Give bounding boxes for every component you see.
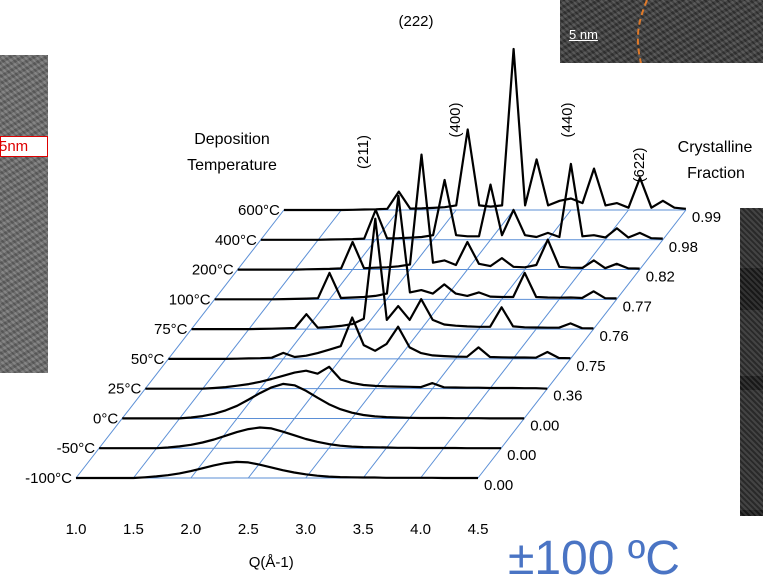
peak-label: (622) xyxy=(631,147,648,182)
top-tem-image xyxy=(560,0,763,63)
fraction-label: 0.00 xyxy=(530,417,559,434)
series-line xyxy=(76,460,478,480)
grid-depth-line xyxy=(247,209,457,479)
x-tick-label: 3.5 xyxy=(353,521,374,538)
series-line xyxy=(145,365,548,390)
series-label: 25°C xyxy=(108,381,142,398)
grain-boundary-line xyxy=(636,0,648,63)
x-tick-label: 4.0 xyxy=(410,521,431,538)
fraction-label: 0.82 xyxy=(646,269,675,286)
x-tick-label: 2.0 xyxy=(180,521,201,538)
fraction-label: 0.00 xyxy=(507,447,536,464)
grid-depth-line xyxy=(75,209,285,479)
series-label: 50°C xyxy=(131,351,165,368)
series-label: 75°C xyxy=(154,321,188,338)
series-line xyxy=(122,382,525,420)
x-axis-label: Q(Å-1) xyxy=(249,554,294,571)
x-tick-label: 1.5 xyxy=(123,521,144,538)
fraction-label: 0.99 xyxy=(692,209,721,226)
fraction-label: 0.76 xyxy=(600,328,629,345)
left-scale-label: 5nm xyxy=(0,138,29,155)
x-tick-label: 1.0 xyxy=(66,521,87,538)
fraction-label: 0.75 xyxy=(576,358,605,375)
series-line xyxy=(99,426,502,450)
series-line xyxy=(168,316,571,360)
grid-depth-line xyxy=(305,209,515,479)
series-line xyxy=(191,217,594,331)
series-line xyxy=(260,162,663,241)
fraction-title: Crystalline xyxy=(678,139,753,156)
peak-label: (222) xyxy=(398,13,433,30)
fraction-title: Fraction xyxy=(687,165,745,182)
x-tick-label: 4.5 xyxy=(468,521,489,538)
grid-depth-line xyxy=(190,209,400,479)
xrd-waterfall-chart: 600°C 0.99 400°C 0.98 200°C 0.82 100°C 0.77 75°C… xyxy=(25,13,752,571)
peak-label: (211) xyxy=(355,135,372,169)
chart-grid xyxy=(75,209,687,479)
left-scale-label-box: 5nm xyxy=(0,136,48,157)
fraction-label: 0.77 xyxy=(623,298,652,315)
fraction-label: 0.98 xyxy=(669,239,698,256)
temperature-range-text: ±100 ºC xyxy=(508,532,680,585)
series-line xyxy=(237,153,640,271)
fraction-label: 0.00 xyxy=(484,477,513,494)
series-label: 100°C xyxy=(169,291,211,308)
peak-label: (440) xyxy=(559,102,576,137)
series-label: 0°C xyxy=(93,410,118,427)
x-tick-label: 2.5 xyxy=(238,521,259,538)
peak-label: (400) xyxy=(447,102,464,137)
chart-series xyxy=(76,47,687,480)
grid-depth-line xyxy=(362,209,572,479)
series-label: 400°C xyxy=(215,232,257,249)
series-label: -100°C xyxy=(25,470,72,487)
right-tem-image xyxy=(740,208,763,516)
top-scale-label: 5 nm xyxy=(569,27,598,42)
chart-labels: 600°C 0.99 400°C 0.98 200°C 0.82 100°C 0.77 75°C… xyxy=(25,13,752,571)
series-line xyxy=(214,194,617,301)
x-tick-label: 3.0 xyxy=(295,521,316,538)
series-label: 600°C xyxy=(238,202,280,219)
grid-depth-line xyxy=(420,209,629,479)
series-label: -50°C xyxy=(57,440,96,457)
grid-depth-line xyxy=(133,209,342,479)
fraction-label: 0.36 xyxy=(553,388,582,405)
legend-title: Temperature xyxy=(187,157,277,174)
legend-title: Deposition xyxy=(194,131,270,148)
left-tem-image xyxy=(0,55,48,373)
series-label: 200°C xyxy=(192,262,234,279)
grid-depth-line xyxy=(477,209,687,479)
series-line xyxy=(283,47,687,212)
